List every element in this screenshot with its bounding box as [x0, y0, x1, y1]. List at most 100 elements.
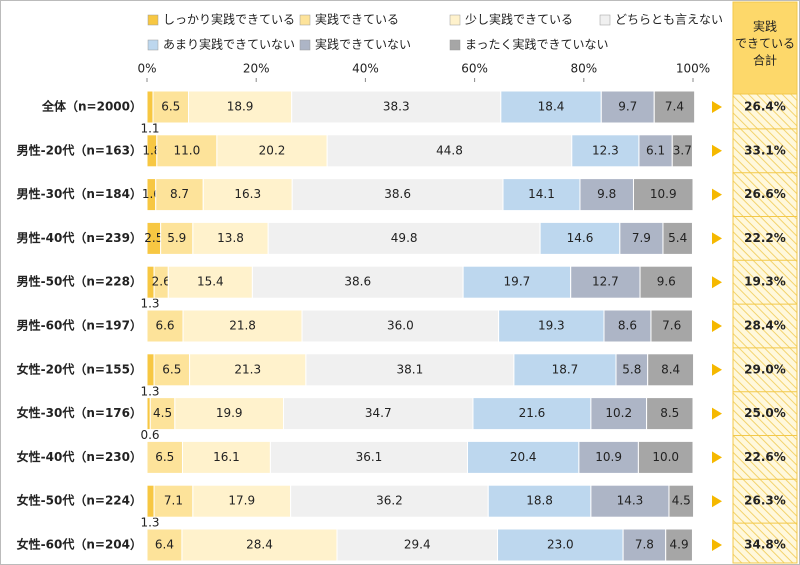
value-label: 16.1 [213, 450, 240, 464]
value-label: 28.4 [246, 538, 273, 552]
summary-value: 28.4% [744, 319, 786, 333]
category-label: 男性-20代（n=163） [17, 142, 142, 157]
value-label: 36.1 [356, 450, 383, 464]
value-label: 21.3 [234, 362, 261, 376]
value-label: 12.3 [592, 143, 619, 157]
bar-segment [497, 528, 624, 562]
bar-segment [578, 440, 639, 474]
value-label: 7.9 [632, 231, 651, 245]
bar-segment [305, 353, 515, 387]
bar-segment [668, 484, 695, 518]
category-label: 女性-60代（n=204） [17, 537, 142, 552]
value-label: 4.5 [672, 494, 691, 508]
value-label: 18.9 [227, 100, 254, 114]
value-label: 36.2 [376, 494, 403, 508]
bar-segment [487, 484, 592, 518]
value-label: 6.5 [162, 362, 181, 376]
bar-segment [156, 134, 218, 168]
bar-segment [632, 178, 694, 212]
bar-segment [192, 221, 269, 255]
bar-segment [671, 134, 693, 168]
arrow [712, 407, 722, 420]
bar-segment [619, 221, 664, 255]
value-label: 34.7 [365, 406, 392, 420]
bar-segment [146, 353, 155, 387]
arrow [712, 539, 722, 551]
value-label: 11.0 [173, 143, 200, 157]
summary-value: 29.0% [744, 362, 786, 376]
value-label: 3.7 [673, 143, 692, 157]
bar-segment [662, 221, 693, 255]
value-label: 19.9 [216, 406, 243, 420]
bar-segment [665, 528, 693, 562]
value-label: 18.8 [526, 494, 553, 508]
bar-segment [146, 309, 184, 343]
value-label: 8.4 [661, 362, 680, 376]
value-label: 49.8 [391, 231, 418, 245]
value-label: 15.4 [197, 275, 224, 289]
value-label: 1.3 [140, 297, 159, 311]
bar-segment [638, 134, 673, 168]
bar-segment [146, 440, 183, 474]
value-label: 17.9 [228, 494, 255, 508]
value-label: 1.1 [140, 122, 159, 136]
legend-swatch [449, 14, 461, 26]
bar-segment [590, 484, 670, 518]
summary-value: 33.1% [744, 143, 786, 157]
value-label: 0.6 [140, 428, 159, 442]
bar-segment [590, 397, 648, 431]
bar-segment [251, 265, 464, 299]
value-label: 14.3 [617, 494, 644, 508]
arrow [712, 144, 722, 157]
x-tick-label: 40% [352, 62, 379, 76]
category-label: 女性-20代（n=155） [17, 361, 142, 376]
bar-segment [187, 90, 293, 124]
category-label: 女性-50代（n=224） [17, 493, 142, 508]
summary-value: 22.2% [744, 231, 786, 245]
value-label: 7.8 [635, 538, 654, 552]
summary-value: 26.4% [744, 100, 786, 114]
value-label: 5.8 [622, 362, 641, 376]
value-label: 4.5 [153, 406, 172, 420]
value-label: 21.6 [519, 406, 546, 420]
bar-segment [650, 309, 693, 343]
bar-segment [291, 90, 502, 124]
x-tick-label: 0% [137, 62, 156, 76]
value-label: 38.6 [384, 187, 411, 201]
bar-segment [283, 397, 474, 431]
bar-segment [160, 221, 194, 255]
bar-segment [498, 309, 605, 343]
value-label: 2.6 [152, 275, 171, 289]
value-label: 10.9 [595, 450, 622, 464]
value-label: 5.4 [668, 231, 687, 245]
value-label: 7.1 [164, 494, 183, 508]
value-label: 8.5 [660, 406, 679, 420]
value-label: 9.7 [618, 100, 637, 114]
arrow [712, 320, 722, 332]
category-label: 全体（n=2000） [41, 99, 142, 114]
value-label: 6.5 [155, 450, 174, 464]
value-label: 19.3 [538, 319, 565, 333]
summary-value: 19.3% [744, 275, 786, 289]
value-label: 29.4 [404, 538, 431, 552]
bar-segment [189, 353, 307, 387]
category-label: 男性-40代（n=239） [17, 230, 142, 245]
value-label: 1.3 [140, 384, 159, 398]
value-label: 44.8 [436, 143, 463, 157]
value-label: 2.5 [144, 231, 163, 245]
bar-segment [622, 528, 667, 562]
bar-segment [637, 440, 694, 474]
legend-label: 実践できていない [315, 37, 411, 52]
bar-segment [513, 353, 617, 387]
arrow [712, 101, 722, 113]
summary-title: 合計 [753, 53, 777, 68]
bar-segment [153, 353, 191, 387]
legend-swatch [147, 14, 159, 26]
legend-swatch [599, 14, 611, 26]
arrow [712, 451, 722, 464]
value-label: 36.0 [387, 319, 414, 333]
arrow [712, 495, 722, 508]
value-label: 1.3 [140, 516, 159, 530]
value-label: 10.0 [652, 450, 679, 464]
